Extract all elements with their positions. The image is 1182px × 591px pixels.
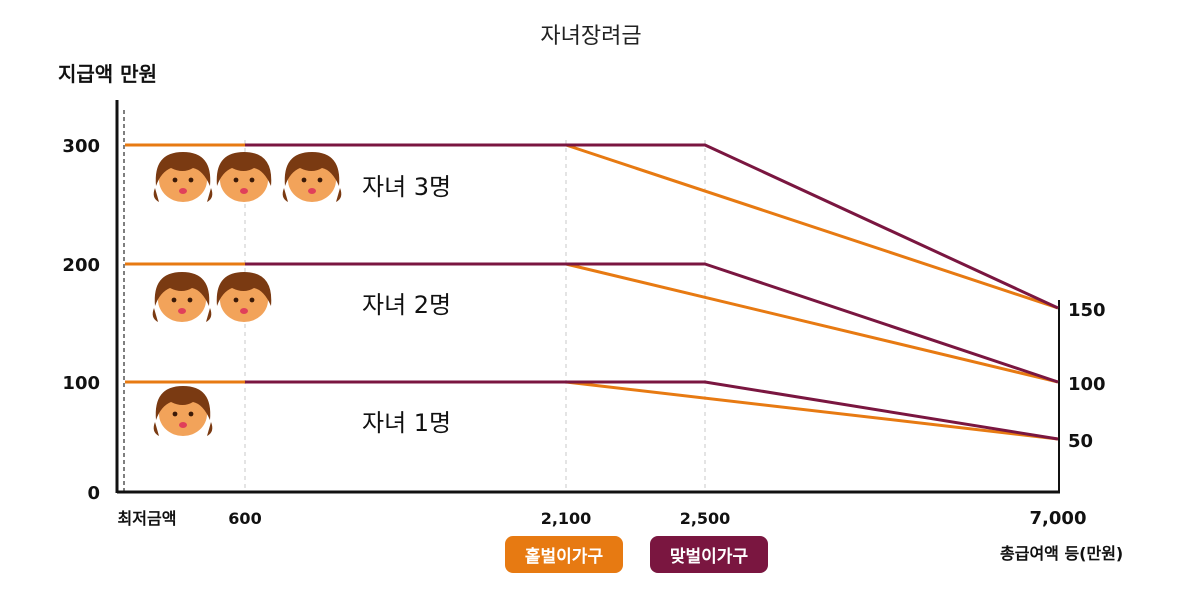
child-face-icon [153,152,213,202]
eye [249,297,255,303]
series-line [245,262,1059,384]
right-tick-label: 50 [1068,431,1093,452]
x-tick-label: 최저금액 [118,509,177,528]
child-face-icon [153,386,213,436]
eye [188,177,194,183]
x-tick-label: 600 [228,509,261,528]
eye [317,177,323,183]
right-tick-label: 100 [1068,374,1106,395]
y-tick-label: 300 [62,136,100,157]
series-line [125,380,1059,441]
eye [301,177,307,183]
eye [172,177,178,183]
series-layer [125,143,1059,441]
face-skin [159,158,207,202]
face-skin [220,278,268,322]
face-skin [159,392,207,436]
y-tick-label: 0 [87,483,100,504]
eye [171,297,177,303]
series-line [245,380,1059,441]
hair [216,152,272,186]
mouth [308,188,316,194]
chart-title: 자녀장려금 [540,24,642,49]
x-tick-label: 2,500 [680,509,731,528]
legend-dual-income: 맞벌이가구 [650,536,768,573]
hair [154,272,210,306]
label-layer: 0 100 200 300 150 100 50 최저금액 600 2,100 2,500 7,000… [62,136,1105,529]
face-skin [288,158,336,202]
eye [249,177,255,183]
child-face-icon [216,152,272,202]
mouth [178,308,186,314]
legend-single-income: 홑벌이가구 [505,536,623,573]
mouth [240,188,248,194]
child-face-icon [152,272,212,322]
group-label: 자녀 1명 [362,409,451,437]
y-tick-label: 200 [62,255,100,276]
group-label: 자녀 2명 [362,291,451,319]
group-label: 자녀 3명 [362,173,451,201]
eye [233,177,239,183]
y-tick-label: 100 [62,373,100,394]
eye [188,411,194,417]
icon-layer [152,152,342,436]
right-tick-label: 150 [1068,300,1106,321]
mouth [240,308,248,314]
hair [284,152,340,186]
face-skin [158,278,206,322]
hair [155,386,211,420]
face-skin [220,158,268,202]
hair [216,272,272,306]
child-face-icon [282,152,342,202]
x-axis-title: 총급여액 등(만원) [1000,544,1124,563]
eye [233,297,239,303]
hair [155,152,211,186]
axis-layer [115,100,1060,494]
eye [172,411,178,417]
child-face-icon [216,272,272,322]
y-axis-title: 지급액 만원 [58,62,157,86]
mouth [179,188,187,194]
x-tick-label: 2,100 [541,509,592,528]
x-tick-label: 7,000 [1030,508,1087,529]
mouth [179,422,187,428]
series-line [245,143,1059,310]
eye [187,297,193,303]
